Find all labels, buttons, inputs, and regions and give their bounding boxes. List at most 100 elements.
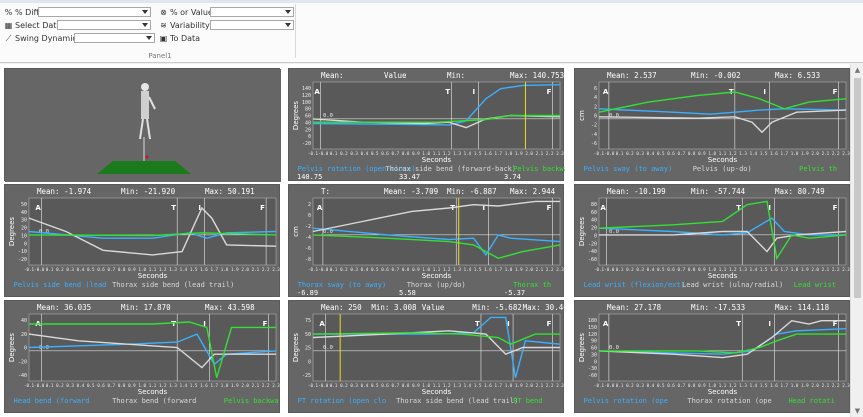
series-line-2 (598, 91, 847, 113)
x-axis-label: Seconds (138, 388, 168, 396)
legend-entry[interactable]: Pelvis backwa (513, 165, 565, 173)
x-tick-label: 1.7 (210, 267, 218, 272)
variability-combo[interactable] (210, 20, 294, 30)
chart-tile-lead-wrist[interactable]: 80 60 40 20 0 -20 -40 -60 0.0 A T I F Mean: -10.199 Mi… (574, 184, 850, 297)
x-tick-label: 1.3 (453, 267, 461, 272)
legend-entry[interactable]: Pelvis backwa (224, 397, 279, 405)
chart-tile-pelvis-rotation-2[interactable]: 180 150 120 90 60 30 0 -30 -60 0.0 A T I F Mean: 27.17… (574, 300, 850, 413)
chart-tile-pelvis-sway[interactable]: 6 4 2 0 -2 -4 -6 0.0 A T I F Mean: 2.537 Min: -0.002 M… (574, 68, 850, 181)
legend-entry[interactable]: Pelvis rotation (ope (584, 397, 668, 405)
x-tick-label: 1.8 (505, 267, 513, 272)
legend-entry[interactable]: Thorax (up/do) (407, 281, 466, 289)
x-tick-label: 1.5 (474, 151, 482, 156)
x-tick-label: 1.3 (739, 267, 747, 272)
scroll-down-icon[interactable]: ▼ (854, 407, 861, 415)
to-data-row[interactable]: ▣ To Data (159, 32, 200, 44)
phase-label: A (319, 320, 325, 328)
pct-diff-combo[interactable] (38, 7, 151, 17)
x-tick-label: 1.4 (464, 267, 472, 272)
x-tick-label: 0.6 (97, 383, 105, 388)
x-axis-label: Seconds (708, 156, 738, 164)
y-tick-label: -40 (18, 373, 27, 379)
x-tick-label: 1.6 (770, 151, 778, 156)
legend-entry[interactable]: Pelvis th (799, 165, 837, 173)
legend-entry[interactable]: Thorax side bend (forward-back) (385, 165, 516, 173)
phase-label: I (768, 320, 771, 328)
legend-entry[interactable]: Lead wrist (ulna/radial) (682, 281, 783, 289)
zero-label: 0.0 (39, 345, 49, 351)
vertical-scrollbar[interactable]: ▲ ▼ (850, 64, 863, 417)
x-tick-label: 0.6 (381, 383, 389, 388)
y-tick-label: 50 (21, 202, 27, 208)
legend-entry[interactable]: Pelvis sway (to away) (584, 165, 673, 173)
x-tick-label: 1.9 (801, 383, 809, 388)
x-tick-label: 1.6 (484, 151, 492, 156)
series-line-2 (29, 321, 276, 378)
legend-entry[interactable]: Thorax side bend (lead trail) (112, 281, 234, 289)
x-tick-label: 2.2 (262, 267, 270, 272)
y-tick-label: -20 (302, 141, 311, 147)
scroll-up-icon[interactable]: ▲ (854, 66, 861, 74)
x-tick-label: -0.1 (594, 383, 605, 388)
x-tick-label: 2.1 (252, 267, 260, 272)
legend-entry[interactable]: Thorax th (513, 281, 551, 289)
legend-entry[interactable]: PT rotation (open clo (298, 397, 387, 405)
chart-tile-pelvis-rotation[interactable]: 140 120 100 80 60 40 20 0 -20 0.0 A T I F Mean: Value Mi… (288, 68, 565, 181)
chart-tile-head-bend[interactable]: 40 20 0 -20 -40 0.0 A T I F Mean: 36.035 Min: 17.87… (4, 300, 280, 413)
y-axis-label: Degrees (8, 333, 16, 362)
y-tick-label: -60 (588, 373, 597, 379)
legend-entry[interactable]: PT bend (513, 397, 543, 405)
legend-entry[interactable]: Lead wrist (flexion/ext) (584, 281, 685, 289)
legend-entry[interactable]: Thorax rotation (ope (687, 397, 771, 405)
legend-entry[interactable]: Head bend (forward (14, 397, 90, 405)
legend-entry[interactable]: Lead wrist (794, 281, 836, 289)
legend-entry[interactable]: Pelvis (up-do) (693, 165, 752, 173)
chart-tile-pt-rotation[interactable]: 75 50 25 0 -25 0.0 A T I F Mean: 250 Min: 3.008 Valu… (288, 300, 565, 413)
x-tick-label: 1.1 (433, 383, 441, 388)
legend-entry[interactable]: Thorax side bend (lead trail) (396, 397, 518, 405)
stat-label: Min: 17.870 (121, 303, 171, 312)
variability-label: Variability (170, 20, 210, 30)
chart-workspace: 140 120 100 80 60 40 20 0 -20 0.0 A T I F Mean: Value Mi… (0, 64, 863, 417)
zero-label: 0.0 (323, 345, 333, 351)
swing-3d-view[interactable] (4, 68, 281, 182)
stat-label: Mean: 27.178 (607, 303, 662, 312)
y-tick-label: 60 (305, 114, 311, 120)
select-data-combo[interactable] (57, 20, 151, 30)
select-data-icon: ▦ (4, 20, 13, 30)
series-line-1 (598, 319, 846, 359)
scroll-thumb[interactable] (854, 78, 861, 298)
y-tick-label: 25 (305, 346, 311, 352)
y-tick-label: 2 (594, 104, 597, 110)
x-tick-label: 1.9 (801, 151, 809, 156)
pct-diff-icon: % (4, 7, 13, 17)
legend-entry[interactable]: Pelvis rotation (open-close) (298, 165, 416, 173)
x-tick-label: 2.1 (536, 267, 544, 272)
x-tick-label: 0.3 (350, 383, 358, 388)
legend-entry[interactable]: Thorax sway (to away) (298, 281, 387, 289)
pct-diff-row: % % Diff (4, 6, 39, 18)
chart-tile-pelvis-side-bend[interactable]: 50 40 30 20 10 0 -10 -20 0.0 A T I F Mean: -1.974 Min:… (4, 184, 280, 297)
x-tick-label: 1.0 (422, 383, 430, 388)
x-tick-label: -0.1 (24, 267, 35, 272)
chart-tile-thorax-sway[interactable]: 2 0 -2 -4 -6 -8 0.0 A T I F T: Mean: -3.709 Min: -6.8… (288, 184, 564, 297)
swing-dynamics-combo[interactable] (74, 33, 155, 43)
x-tick-label: 0.5 (87, 267, 95, 272)
x-tick-label: 2.1 (822, 383, 830, 388)
y-tick-label: 40 (21, 318, 27, 324)
y-tick-label: 120 (588, 332, 597, 338)
legend-entry[interactable]: Thorax bend (forward (112, 397, 196, 405)
x-tick-label: 0.1 (330, 383, 338, 388)
legend-entry[interactable]: Head rotati (788, 397, 834, 405)
legend-entry[interactable]: Pelvis side bend (lead (14, 281, 107, 289)
zero-label: 0.0 (323, 229, 333, 235)
x-tick-label: 0.8 (688, 267, 696, 272)
phase-label: A (317, 204, 323, 212)
x-tick-label: 2.2 (832, 267, 840, 272)
pct-value-combo[interactable] (210, 7, 294, 17)
x-tick-label: 0.1 (616, 383, 624, 388)
y-tick-label: 0 (308, 134, 311, 140)
x-tick-label: 0.9 (128, 267, 136, 272)
x-tick-label: -0.0 (34, 383, 45, 388)
